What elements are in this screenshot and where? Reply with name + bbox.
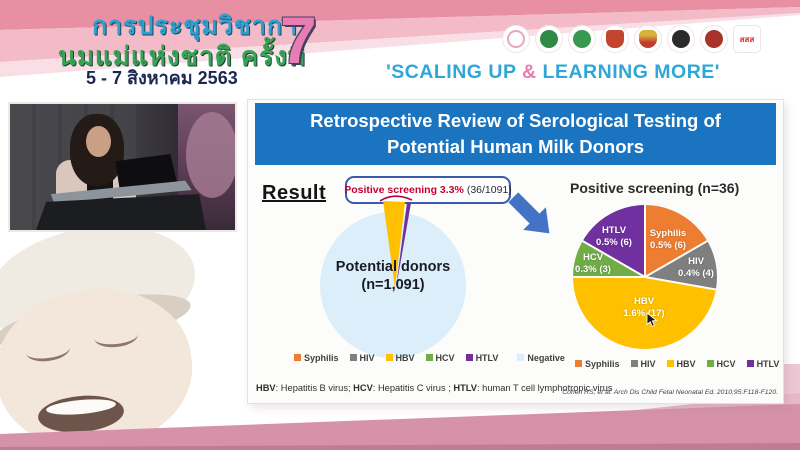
conference-slogan: 'SCALING UP & LEARNING MORE' (312, 61, 794, 84)
royal-crest-logo-icon (634, 25, 662, 53)
sponsor-logo-row: สสส (502, 25, 761, 53)
presenter-webcam-view (8, 102, 237, 232)
background-baby-photo (0, 228, 238, 436)
pie-label-htlv: HTLV 0.5% (6) (596, 225, 632, 249)
exploded-hbv-wedge (379, 195, 413, 288)
mother-and-child-logo-icon (502, 25, 530, 53)
legend-item: HIV (349, 353, 375, 363)
syphilis-swatch-icon (294, 354, 301, 361)
positive-screening-callout: Positive screening 3.3% (36/1091) (344, 176, 512, 204)
negative-swatch-icon (517, 354, 525, 361)
conference-title-line1: การประชุมวิชาการ (92, 12, 313, 40)
conference-date: 5 - 7 สิงหาคม 2563 (86, 68, 238, 88)
legend-item: HIV (630, 359, 656, 369)
abbreviation-footnote: HBV: Hepatitis B virus; HCV: Hepatitis C… (256, 383, 613, 393)
hiv-swatch-icon (349, 354, 357, 361)
black-round-logo-icon (667, 25, 695, 53)
legend-item: HCV (425, 353, 455, 363)
pie-label-hbv: HBV 1.6% (17) (623, 296, 665, 320)
legend-item: HTLV (465, 353, 498, 363)
hbv-swatch-icon (385, 354, 393, 361)
red-temple-logo-icon (601, 25, 629, 53)
right-pie-legend: Syphilis HIV HBV HCV HTLV (575, 359, 779, 369)
legend-item: HBV (385, 353, 415, 363)
presenter-face (86, 126, 111, 157)
legend-item: Negative (517, 353, 565, 363)
result-heading: Result (262, 182, 327, 204)
htlv-swatch-icon (465, 354, 473, 361)
green-medical-logo-icon (568, 25, 596, 53)
backdrop-baby-image (186, 112, 235, 198)
callout-detail: (36/1091) (466, 184, 512, 196)
potential-donors-label: Potential donors (n=1,091) (335, 259, 451, 294)
green-wreath-logo-icon (535, 25, 563, 53)
slice-divider (644, 205, 646, 277)
legend-item: Syphilis (575, 359, 620, 369)
left-pie-legend: Syphilis HIV HBV HCV HTLV Negative (294, 353, 565, 363)
callout-highlight: Positive screening 3.3% (344, 184, 464, 196)
syphilis-swatch-icon (575, 360, 582, 367)
conference-title-line2: นมแม่แห่งชาติ ครั้งที่ (58, 41, 306, 71)
hcv-swatch-icon (706, 360, 714, 367)
pie-label-syphilis: Syphilis 0.5% (6) (649, 228, 687, 252)
presentation-slide: Retrospective Review of Serological Test… (248, 100, 783, 403)
slogan-close: LEARNING MORE' (536, 61, 720, 83)
reference-citation: Cohen RS, et al. Arch Dis Child Fetal Ne… (562, 389, 778, 396)
edition-number: 7 (280, 3, 317, 77)
pie-label-hcv: HCV 0.3% (3) (575, 252, 611, 276)
positive-screening-title: Positive screening (n=36) (570, 180, 740, 196)
hbv-swatch-icon (666, 360, 674, 367)
mouse-cursor-icon (646, 312, 658, 327)
thaihealth-sss-logo-icon: สสส (733, 25, 761, 53)
slogan-open: 'SCALING UP (386, 61, 523, 83)
htlv-swatch-icon (746, 360, 754, 367)
legend-item: Syphilis (294, 353, 339, 363)
arrow-icon (508, 192, 550, 234)
legend-item: HTLV (746, 359, 779, 369)
pie-label-hiv: HIV 0.4% (4) (678, 256, 714, 280)
legend-item: HCV (706, 359, 736, 369)
dark-red-round-logo-icon (700, 25, 728, 53)
hiv-swatch-icon (630, 360, 638, 367)
positive-screening-pie (573, 205, 717, 349)
slide-title: Retrospective Review of Serological Test… (255, 103, 776, 165)
legend-item: HBV (666, 359, 696, 369)
hcv-swatch-icon (425, 354, 433, 361)
slogan-ampersand: & (522, 61, 537, 83)
